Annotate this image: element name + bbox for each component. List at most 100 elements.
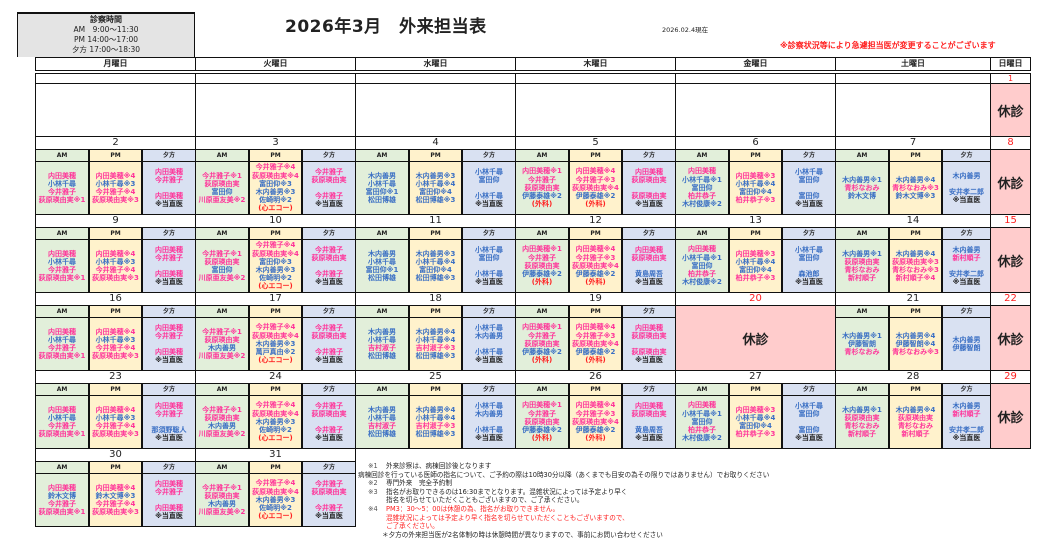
closed-cell: 休診 <box>990 383 1031 449</box>
doctor-name: 小林千尋 <box>475 401 503 410</box>
slot-eve-doctors: 内田美穂 今井雅子 那須野聡人 ※当直医 <box>142 395 196 449</box>
doctor-name: 鈴木文博※3 <box>895 192 936 201</box>
doctor-name: 今井雅子 <box>48 500 76 508</box>
doctor-name: 内田美穂※4 <box>95 249 136 258</box>
doctor-name: 内田美穂※1 <box>522 323 562 332</box>
doctor-name: 富田仰 <box>691 261 713 270</box>
doctor-name: 荻原瑛由実※4 <box>572 261 619 270</box>
doctor-name: 木内善男 <box>368 405 396 414</box>
doctor-name: 富田仰 <box>798 426 820 435</box>
doctor-name: 木内善男※4 <box>895 249 936 258</box>
doctor-name: 富田仰 <box>691 417 713 426</box>
date-cell: 30 <box>35 448 196 462</box>
slot-eve-doctors: 今井雅子 荻原瑛由実 今井雅子 ※当直医 <box>302 473 356 527</box>
slot-eve-doctors: 内田美穂 今井雅子 内田美穂 ※当直医 <box>142 161 196 215</box>
slot-pm-doctors: 木内善男※4 荻原瑛由実※3 青杉なおみ※3 新村順子※4 <box>889 239 942 293</box>
doctor-name: 荻原瑛由実※4 <box>252 409 299 418</box>
doctor-name: 内田美穂 <box>155 270 183 279</box>
doctor-name: 荻原瑛由実 <box>311 409 347 418</box>
empty-cell <box>675 83 836 137</box>
doctor-name: 鈴木文博 <box>48 491 76 500</box>
doctor-name: 荻原瑛由実 <box>844 257 880 266</box>
slot-eve-doctors: 内田美穂 荻原瑛由実 荻原瑛由実 ※当直医 <box>622 317 676 371</box>
slot-pm-doctors: 今井雅子※4 荻原瑛由実※4 富田仰※3 木内善男※3 佐崎明※2 (心エコー) <box>249 161 302 215</box>
doctor-name: 今井雅子 <box>528 331 556 340</box>
doctor-name: 柏井恭子 <box>688 192 716 201</box>
date-cell: 14 <box>835 214 991 228</box>
on-duty-label: ※当直医 <box>475 434 503 443</box>
note-3: 指名がお取りできるのは16:30までとなります。混雑状況によっては予定より早く <box>386 487 628 496</box>
doctor-name: 内田美穂 <box>635 323 663 332</box>
specialty-label: (外科) <box>585 200 606 209</box>
doctor-name: 青杉なおみ <box>898 422 933 430</box>
slot-am-doctors: 内田美穂※1 今井雅子 荻原瑛由実 伊藤泰雄※2 (外科) <box>515 161 569 215</box>
empty-cell <box>195 83 356 137</box>
weekday-header: 月曜日 <box>35 57 196 71</box>
date-cell: 7 <box>835 136 991 150</box>
doctor-name: 今井雅子※1 <box>202 483 242 492</box>
doctor-name: 木内善男 <box>208 344 236 352</box>
slot-pm-doctors: 木内善男※4 伊藤智朗※4 青杉なおみ※3 <box>889 317 942 371</box>
doctor-name: 木内善男※1 <box>842 175 882 184</box>
slot-eve-doctors: 小林千尋 木内善男 小林千尋 ※当直医 <box>462 395 516 449</box>
slot-pm-doctors: 内田美穂※3 小林千尋※4 富田仰※4 柏井恭子※3 <box>729 239 782 293</box>
doctor-name: 小林千尋※4 <box>415 413 456 422</box>
slot-am-doctors: 内田美穂 小林千尋 今井雅子 荻原瑛由実※1 <box>35 161 89 215</box>
doctor-name: 荻原瑛由実※3 <box>92 508 139 517</box>
doctor-name: 内田美穂 <box>48 171 76 180</box>
slot-pm-doctors: 内田美穂※3 小林千尋※4 富田仰※4 柏井恭子※3 <box>729 161 782 215</box>
slot-am-doctors: 今井雅子※1 荻原瑛由実 木内善男 川原亜友美※2 <box>195 473 249 527</box>
specialty-label: (心エコー) <box>258 282 293 291</box>
on-duty-label: ※当直医 <box>475 278 503 287</box>
doctor-name: 荻原瑛由実 <box>311 487 347 496</box>
doctor-name: 小林千尋 <box>795 167 823 176</box>
closed-cell: 休診 <box>990 227 1031 293</box>
doctor-name: 荻原瑛由実※3 <box>92 274 139 283</box>
on-duty-label: ※当直医 <box>795 434 823 443</box>
doctor-name: 今井雅子 <box>528 409 556 418</box>
doctor-name: 吉村淑子 <box>368 344 396 352</box>
doctor-name: 荻原瑛由実※3 <box>892 257 939 266</box>
doctor-name: 小林千尋 <box>48 335 76 344</box>
doctor-name: 川原亜友美※2 <box>198 508 246 517</box>
doctor-name: 小林千尋※4 <box>735 413 776 422</box>
doctor-name: 内田美穂※3 <box>735 171 776 180</box>
doctor-name: 松田博雄 <box>368 352 396 361</box>
slot-am-doctors: 内田美穂 小林千尋※1 富田仰 柏井恭子 木村俊康※2 <box>675 161 729 215</box>
slot-am-doctors: 内田美穂 小林千尋※1 富田仰 柏井恭子 木村俊康※2 <box>675 395 729 449</box>
doctor-name: 萬戸真由※2 <box>255 348 296 357</box>
doctor-name: 木内善男 <box>952 171 981 180</box>
slot-pm-doctors: 内田美穂※4 鈴木文博※3 今井雅子※4 荻原瑛由実※3 <box>89 473 142 527</box>
specialty-label: (心エコー) <box>258 204 293 213</box>
doctor-name: 伊藤泰雄※2 <box>575 192 616 201</box>
doctor-name: 小林千尋※4 <box>735 257 776 266</box>
doctor-name: 今井雅子 <box>315 348 343 357</box>
doctor-name: 安井孝二郎 <box>949 426 984 435</box>
date-cell: 22 <box>990 292 1031 306</box>
doctor-name: 内田美穂※3 <box>735 405 776 414</box>
doctor-name: 富田仰※1 <box>365 188 399 196</box>
doctor-name: 小林千尋※4 <box>735 179 776 188</box>
doctor-name: 新村順子 <box>952 253 981 262</box>
slot-am-doctors: 今井雅子※1 荻原瑛由実 木内善男 川原亜友美※2 <box>195 395 249 449</box>
slot-am-doctors: 木内善男※1 荻原瑛由実 青杉なおみ 新村順子 <box>835 395 889 449</box>
doctor-name: 荻原瑛由実※4 <box>572 183 619 192</box>
doctor-name: 富田仰※4 <box>419 188 452 196</box>
doctor-name: 木内善男※1 <box>842 405 882 414</box>
on-duty-label: ※当直医 <box>475 356 503 365</box>
on-duty-label: ※当直医 <box>315 356 343 365</box>
doctor-name: 木内善男※4 <box>895 331 936 340</box>
doctor-name: 富田仰 <box>478 253 500 262</box>
doctor-name: 荻原瑛由実※4 <box>252 249 299 258</box>
doctor-name: 荻原瑛由実 <box>311 175 347 184</box>
doctor-name: 今井雅子※3 <box>575 175 616 184</box>
doctor-name: 内田美穂※4 <box>95 483 136 492</box>
doctor-name: 木内善男※3 <box>255 495 296 504</box>
slot-eve-doctors: 今井雅子 荻原瑛由実 今井雅子 ※当直医 <box>302 317 356 371</box>
doctor-name: 小林千尋※3 <box>95 257 136 266</box>
slot-eve-doctors: 内田美穂 荻原瑛由実 黄島周吾 ※当直医 <box>622 395 676 449</box>
doctor-name: 内田美穂 <box>48 327 76 336</box>
doctor-name: 内田美穂※4 <box>95 327 136 336</box>
doctor-name: 松田博雄※3 <box>415 274 456 283</box>
hours-title: 診察時間 <box>90 15 122 24</box>
